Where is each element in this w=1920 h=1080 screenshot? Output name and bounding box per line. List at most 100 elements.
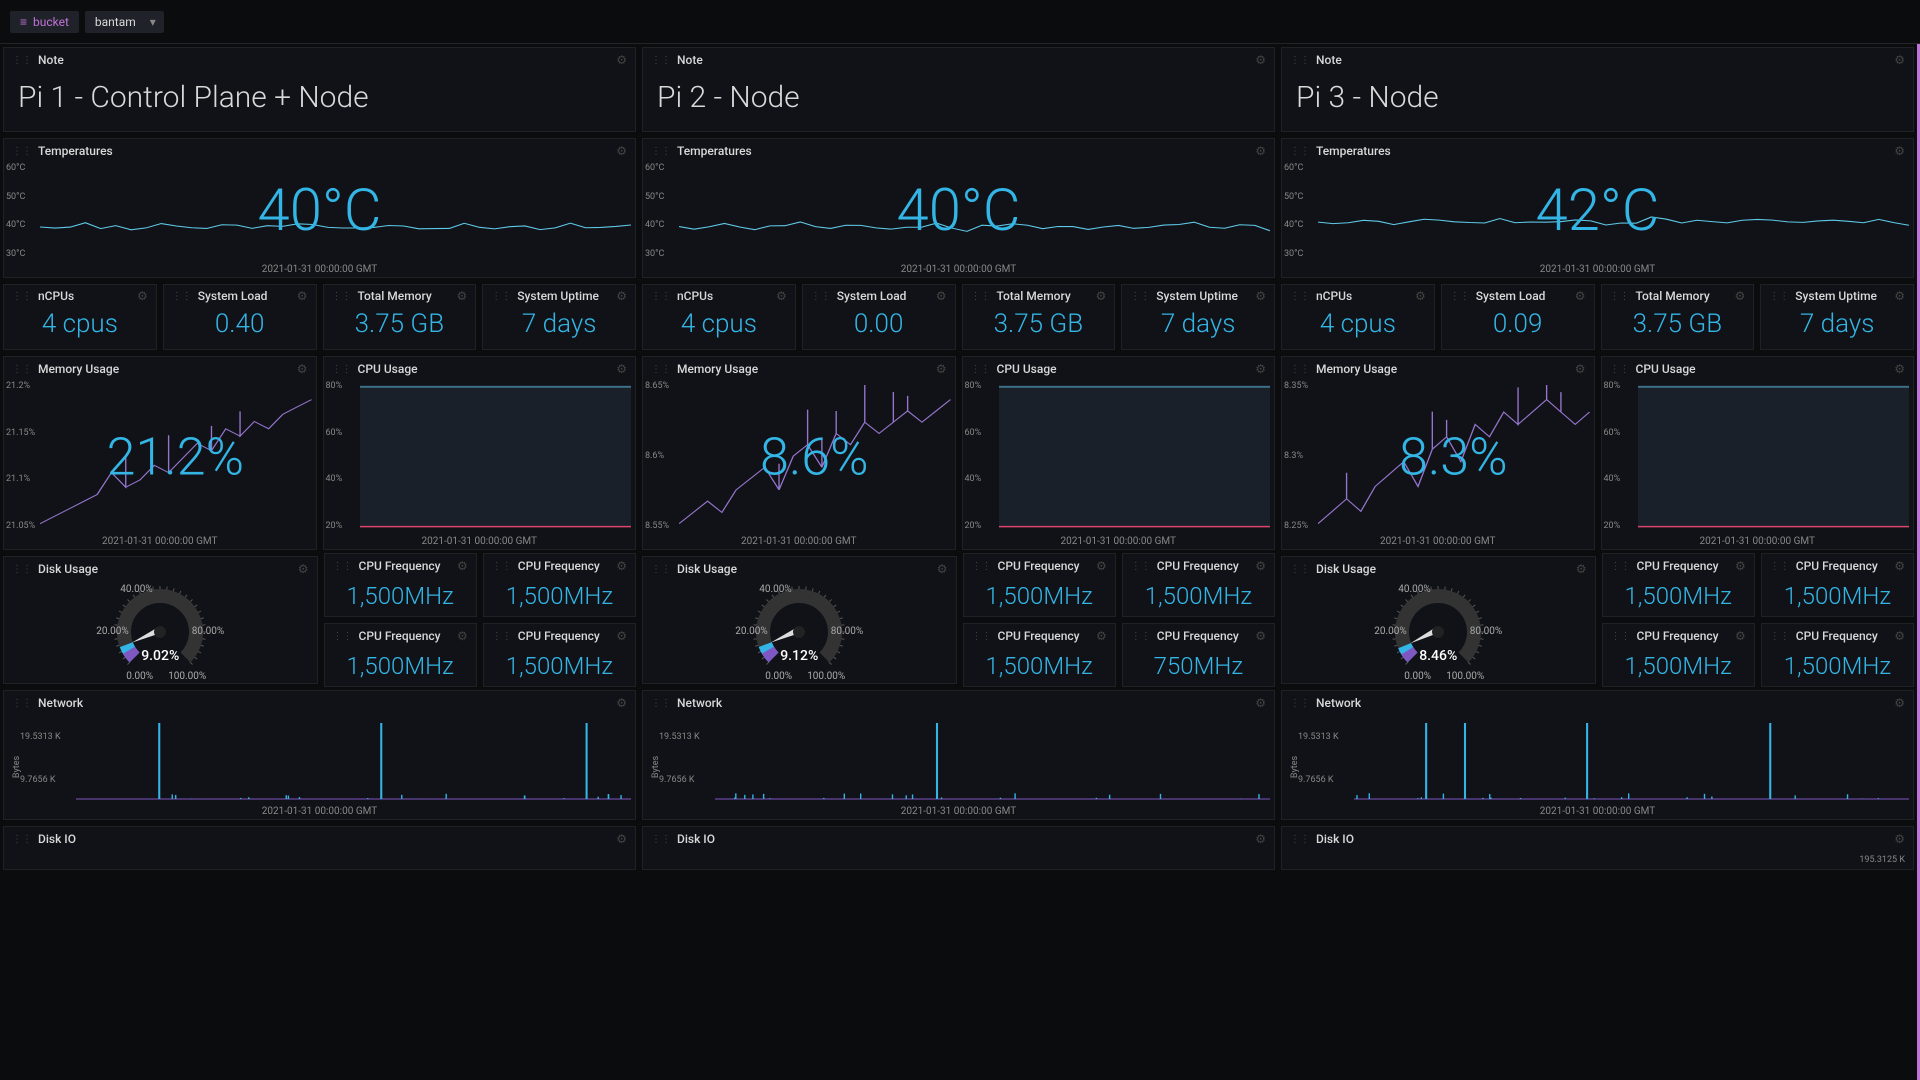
gear-icon[interactable]: ⚙: [1734, 289, 1745, 303]
drag-handle-icon[interactable]: ⋮⋮: [172, 291, 192, 302]
panel-header[interactable]: ⋮⋮ Network ⚙: [643, 691, 1274, 715]
gear-icon[interactable]: ⚙: [616, 696, 627, 710]
panel-header[interactable]: ⋮⋮ Temperatures ⚙: [1282, 139, 1913, 163]
panel-header[interactable]: ⋮⋮ CPU Usage ⚙: [963, 357, 1275, 381]
gear-icon[interactable]: ⚙: [616, 362, 627, 376]
panel-header[interactable]: ⋮⋮ nCPUs ⚙: [1282, 285, 1434, 307]
gear-icon[interactable]: ⚙: [1735, 559, 1746, 573]
drag-handle-icon[interactable]: ⋮⋮: [12, 55, 32, 66]
gear-icon[interactable]: ⚙: [456, 289, 467, 303]
gear-icon[interactable]: ⚙: [1095, 289, 1106, 303]
gear-icon[interactable]: ⚙: [297, 289, 308, 303]
panel-header[interactable]: ⋮⋮ System Load ⚙: [803, 285, 955, 307]
drag-handle-icon[interactable]: ⋮⋮: [651, 698, 671, 709]
drag-handle-icon[interactable]: ⋮⋮: [1770, 561, 1790, 572]
gear-icon[interactable]: ⚙: [1255, 629, 1266, 643]
panel-header[interactable]: ⋮⋮ Memory Usage ⚙: [1282, 357, 1594, 381]
gear-icon[interactable]: ⚙: [616, 144, 627, 158]
panel-header[interactable]: ⋮⋮ CPU Usage ⚙: [1602, 357, 1914, 381]
panel-header[interactable]: ⋮⋮ CPU Frequency ⚙: [1603, 554, 1754, 578]
gear-icon[interactable]: ⚙: [776, 289, 787, 303]
panel-header[interactable]: ⋮⋮ Disk IO ⚙: [4, 827, 635, 851]
gear-icon[interactable]: ⚙: [1894, 362, 1905, 376]
drag-handle-icon[interactable]: ⋮⋮: [333, 631, 353, 642]
panel-header[interactable]: ⋮⋮ CPU Frequency ⚙: [1603, 624, 1754, 648]
panel-header[interactable]: ⋮⋮ CPU Usage ⚙: [324, 357, 636, 381]
panel-header[interactable]: ⋮⋮ CPU Frequency ⚙: [964, 554, 1115, 578]
panel-header[interactable]: ⋮⋮ Temperatures ⚙: [4, 139, 635, 163]
panel-header[interactable]: ⋮⋮ Disk IO ⚙: [643, 827, 1274, 851]
drag-handle-icon[interactable]: ⋮⋮: [12, 291, 32, 302]
drag-handle-icon[interactable]: ⋮⋮: [1290, 291, 1310, 302]
drag-handle-icon[interactable]: ⋮⋮: [1290, 364, 1310, 375]
gear-icon[interactable]: ⚙: [297, 362, 308, 376]
drag-handle-icon[interactable]: ⋮⋮: [1610, 364, 1630, 375]
panel-header[interactable]: ⋮⋮ Total Memory ⚙: [963, 285, 1115, 307]
drag-handle-icon[interactable]: ⋮⋮: [12, 146, 32, 157]
gear-icon[interactable]: ⚙: [1735, 629, 1746, 643]
panel-header[interactable]: ⋮⋮ Temperatures ⚙: [643, 139, 1274, 163]
panel-header[interactable]: ⋮⋮ Disk Usage ⚙: [643, 557, 956, 581]
panel-header[interactable]: ⋮⋮ Network ⚙: [4, 691, 635, 715]
drag-handle-icon[interactable]: ⋮⋮: [1131, 561, 1151, 572]
panel-header[interactable]: ⋮⋮ System Load ⚙: [164, 285, 316, 307]
drag-handle-icon[interactable]: ⋮⋮: [333, 561, 353, 572]
panel-header[interactable]: ⋮⋮ nCPUs ⚙: [643, 285, 795, 307]
drag-handle-icon[interactable]: ⋮⋮: [12, 698, 32, 709]
drag-handle-icon[interactable]: ⋮⋮: [1290, 146, 1310, 157]
drag-handle-icon[interactable]: ⋮⋮: [972, 561, 992, 572]
drag-handle-icon[interactable]: ⋮⋮: [1610, 291, 1630, 302]
gear-icon[interactable]: ⚙: [1096, 559, 1107, 573]
gear-icon[interactable]: ⚙: [1255, 289, 1266, 303]
drag-handle-icon[interactable]: ⋮⋮: [1290, 55, 1310, 66]
gear-icon[interactable]: ⚙: [1255, 144, 1266, 158]
drag-handle-icon[interactable]: ⋮⋮: [491, 291, 511, 302]
drag-handle-icon[interactable]: ⋮⋮: [651, 364, 671, 375]
panel-header[interactable]: ⋮⋮ Disk IO ⚙: [1282, 827, 1913, 851]
panel-header[interactable]: ⋮⋮ CPU Frequency ⚙: [964, 624, 1115, 648]
gear-icon[interactable]: ⚙: [1894, 629, 1905, 643]
gear-icon[interactable]: ⚙: [1255, 559, 1266, 573]
drag-handle-icon[interactable]: ⋮⋮: [811, 291, 831, 302]
gear-icon[interactable]: ⚙: [1576, 562, 1587, 576]
panel-header[interactable]: ⋮⋮ System Uptime ⚙: [1761, 285, 1913, 307]
drag-handle-icon[interactable]: ⋮⋮: [1769, 291, 1789, 302]
gear-icon[interactable]: ⚙: [616, 53, 627, 67]
panel-header[interactable]: ⋮⋮ Note ⚙: [4, 48, 635, 72]
gear-icon[interactable]: ⚙: [1894, 53, 1905, 67]
drag-handle-icon[interactable]: ⋮⋮: [971, 364, 991, 375]
gear-icon[interactable]: ⚙: [1575, 289, 1586, 303]
panel-header[interactable]: ⋮⋮ Network ⚙: [1282, 691, 1913, 715]
drag-handle-icon[interactable]: ⋮⋮: [972, 631, 992, 642]
panel-header[interactable]: ⋮⋮ CPU Frequency ⚙: [325, 554, 476, 578]
gear-icon[interactable]: ⚙: [936, 289, 947, 303]
drag-handle-icon[interactable]: ⋮⋮: [651, 564, 671, 575]
panel-header[interactable]: ⋮⋮ Disk Usage ⚙: [4, 557, 317, 581]
gear-icon[interactable]: ⚙: [137, 289, 148, 303]
panel-header[interactable]: ⋮⋮ Disk Usage ⚙: [1282, 557, 1595, 581]
panel-header[interactable]: ⋮⋮ Memory Usage ⚙: [643, 357, 955, 381]
drag-handle-icon[interactable]: ⋮⋮: [651, 55, 671, 66]
drag-handle-icon[interactable]: ⋮⋮: [332, 291, 352, 302]
drag-handle-icon[interactable]: ⋮⋮: [971, 291, 991, 302]
gear-icon[interactable]: ⚙: [457, 629, 468, 643]
panel-header[interactable]: ⋮⋮ CPU Frequency ⚙: [484, 624, 635, 648]
panel-header[interactable]: ⋮⋮ System Uptime ⚙: [483, 285, 635, 307]
panel-header[interactable]: ⋮⋮ nCPUs ⚙: [4, 285, 156, 307]
gear-icon[interactable]: ⚙: [1894, 289, 1905, 303]
panel-header[interactable]: ⋮⋮ CPU Frequency ⚙: [1123, 624, 1274, 648]
drag-handle-icon[interactable]: ⋮⋮: [1770, 631, 1790, 642]
gear-icon[interactable]: ⚙: [616, 629, 627, 643]
panel-header[interactable]: ⋮⋮ Total Memory ⚙: [1602, 285, 1754, 307]
drag-handle-icon[interactable]: ⋮⋮: [492, 631, 512, 642]
panel-header[interactable]: ⋮⋮ Note ⚙: [1282, 48, 1913, 72]
drag-handle-icon[interactable]: ⋮⋮: [12, 834, 32, 845]
gear-icon[interactable]: ⚙: [1894, 696, 1905, 710]
panel-header[interactable]: ⋮⋮ System Uptime ⚙: [1122, 285, 1274, 307]
drag-handle-icon[interactable]: ⋮⋮: [1290, 834, 1310, 845]
drag-handle-icon[interactable]: ⋮⋮: [332, 364, 352, 375]
drag-handle-icon[interactable]: ⋮⋮: [651, 834, 671, 845]
drag-handle-icon[interactable]: ⋮⋮: [1611, 631, 1631, 642]
gear-icon[interactable]: ⚙: [1096, 629, 1107, 643]
drag-handle-icon[interactable]: ⋮⋮: [12, 364, 32, 375]
